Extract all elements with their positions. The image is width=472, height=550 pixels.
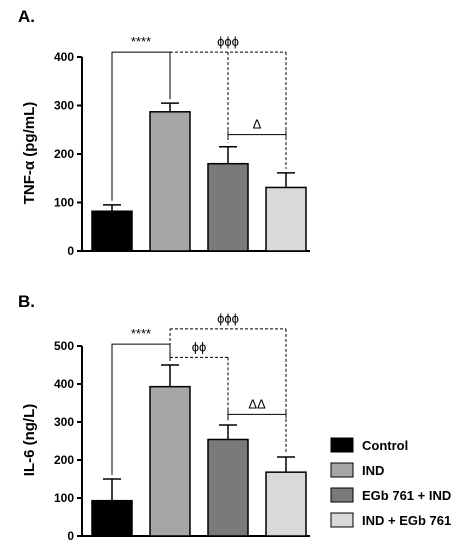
- y-tick-label: 200: [54, 453, 74, 467]
- legend-entry-label: EGb 761 + IND: [362, 488, 451, 503]
- legend-swatch: [330, 487, 354, 503]
- panel-b-chart: B. IL-6 (ng/L) 0 100 200 300 400 500 **** ϕϕϕϕϕ…: [18, 292, 310, 543]
- y-tick-label: 100: [54, 491, 74, 505]
- significance-label: ϕϕ: [192, 339, 207, 354]
- significance-label: ΔΔ: [248, 396, 266, 411]
- significance-label: ϕϕϕ: [217, 311, 239, 326]
- bar: [207, 162, 249, 252]
- bar: [149, 385, 191, 537]
- y-tick-label: 300: [54, 99, 74, 113]
- legend-entry-label: IND: [362, 463, 384, 478]
- legend-swatch: [330, 512, 354, 528]
- significance-label: ****: [131, 326, 151, 341]
- y-tick-label: 400: [54, 50, 74, 64]
- significance-label: ϕϕϕ: [217, 34, 239, 49]
- y-tick-label: 0: [67, 244, 74, 258]
- y-tick-label: 500: [54, 339, 74, 353]
- y-tick-label: 300: [54, 415, 74, 429]
- y-tick-label: 400: [54, 377, 74, 391]
- legend-swatch: [330, 437, 354, 453]
- panel-b-label: B.: [18, 292, 35, 311]
- panel-b-y-axis-label: IL-6 (ng/L): [21, 404, 38, 476]
- y-tick-label: 100: [54, 196, 74, 210]
- bar: [149, 111, 191, 252]
- legend-swatch: [330, 462, 354, 478]
- panel-a-y-axis-label: TNF-α (pg/mL): [21, 102, 38, 205]
- legend-entry-label: IND + EGb 761: [362, 513, 451, 528]
- significance-bracket: [111, 343, 171, 475]
- significance-label: Δ: [253, 117, 262, 132]
- bar: [207, 438, 249, 537]
- bar: [265, 471, 307, 537]
- panel-a-chart: A. TNF-α (pg/mL) 0 100 200 300 400 **** ϕϕϕ Δ: [18, 7, 310, 258]
- bar: [91, 499, 133, 537]
- legend-entry-label: Control: [362, 438, 408, 453]
- legend: Control IND EGb 761 + IND IND + EGb 761: [330, 437, 451, 528]
- y-tick-label: 0: [67, 529, 74, 543]
- significance-bracket: [111, 51, 171, 201]
- y-tick-label: 200: [54, 147, 74, 161]
- bar: [91, 210, 133, 252]
- bar: [265, 186, 307, 252]
- significance-label: ****: [131, 34, 151, 49]
- panel-a-label: A.: [18, 7, 35, 26]
